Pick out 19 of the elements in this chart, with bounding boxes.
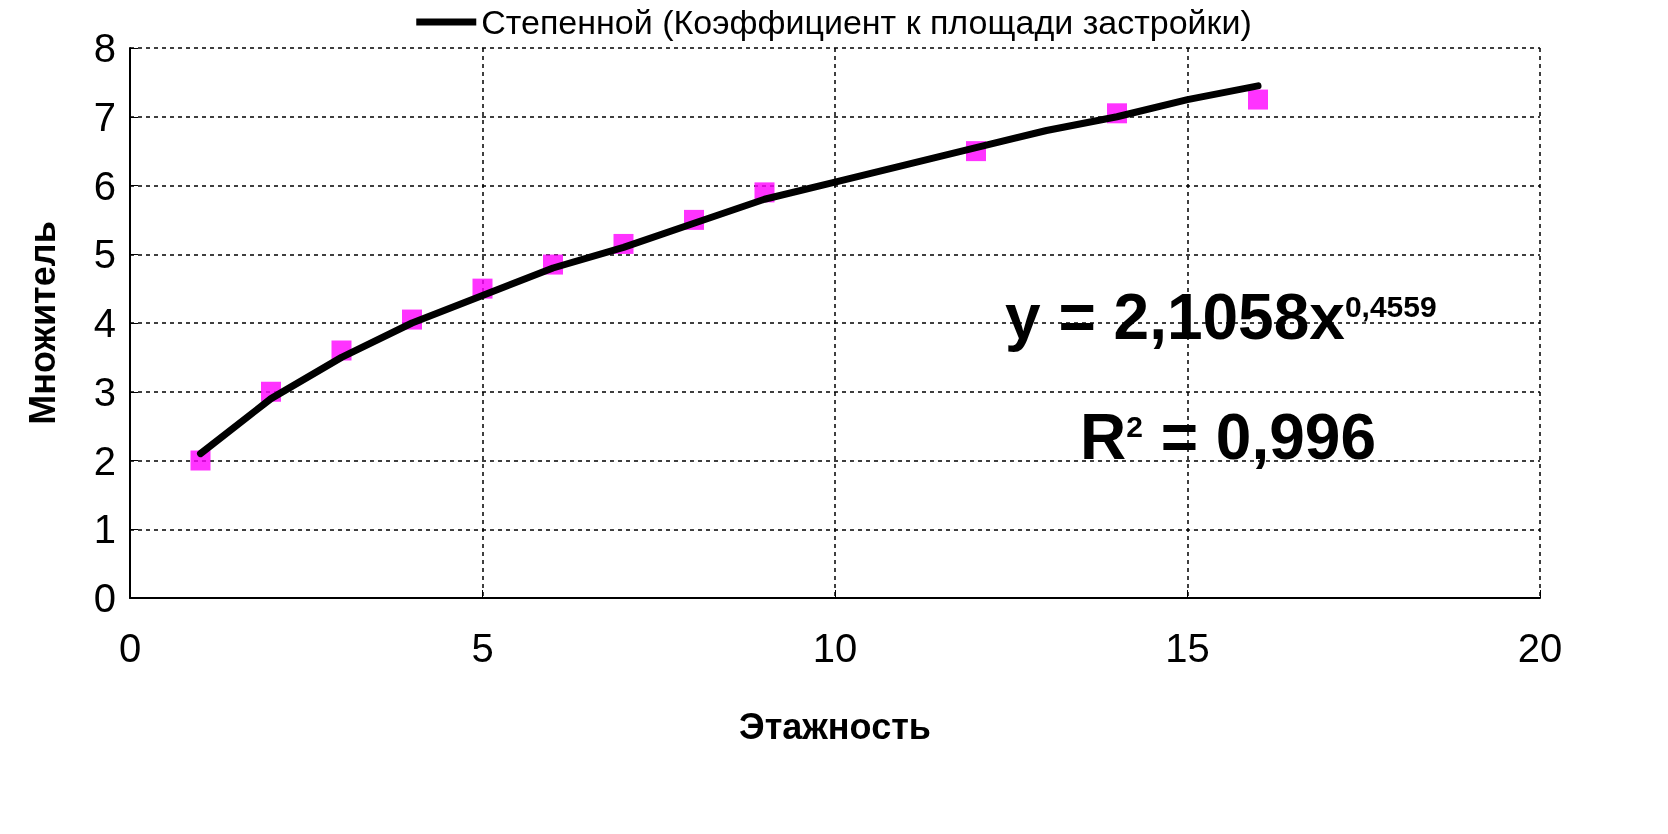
y-tick-label: 8 bbox=[93, 26, 116, 70]
annotation: R$^{2}$ = 0,996 bbox=[1080, 400, 1376, 474]
y-tick-label: 3 bbox=[93, 369, 116, 414]
x-axis-title: Этажность bbox=[739, 705, 931, 747]
legend-label: Степенной (Коэффициент к площади застройки) bbox=[481, 3, 1252, 41]
point bbox=[1248, 89, 1268, 110]
y-tick-label: 5 bbox=[93, 232, 116, 277]
x-tick-label: 5 bbox=[471, 626, 494, 670]
x-tick-label: 15 bbox=[1165, 626, 1210, 670]
y-tick-label: 0 bbox=[93, 576, 116, 620]
y-tick-label: 2 bbox=[93, 438, 116, 483]
y-tick-label: 4 bbox=[93, 301, 116, 345]
y-tick-label: 6 bbox=[93, 163, 116, 208]
y-axis-title: Множитель bbox=[21, 221, 63, 425]
x-tick-label: 10 bbox=[812, 626, 858, 670]
y-tick-label: 1 bbox=[93, 507, 116, 552]
annotation: y = 2,1058x$^{0,4559}$ bbox=[1005, 280, 1437, 354]
y-tick-label: 7 bbox=[93, 94, 116, 139]
x-tick-label: 20 bbox=[1517, 626, 1563, 670]
